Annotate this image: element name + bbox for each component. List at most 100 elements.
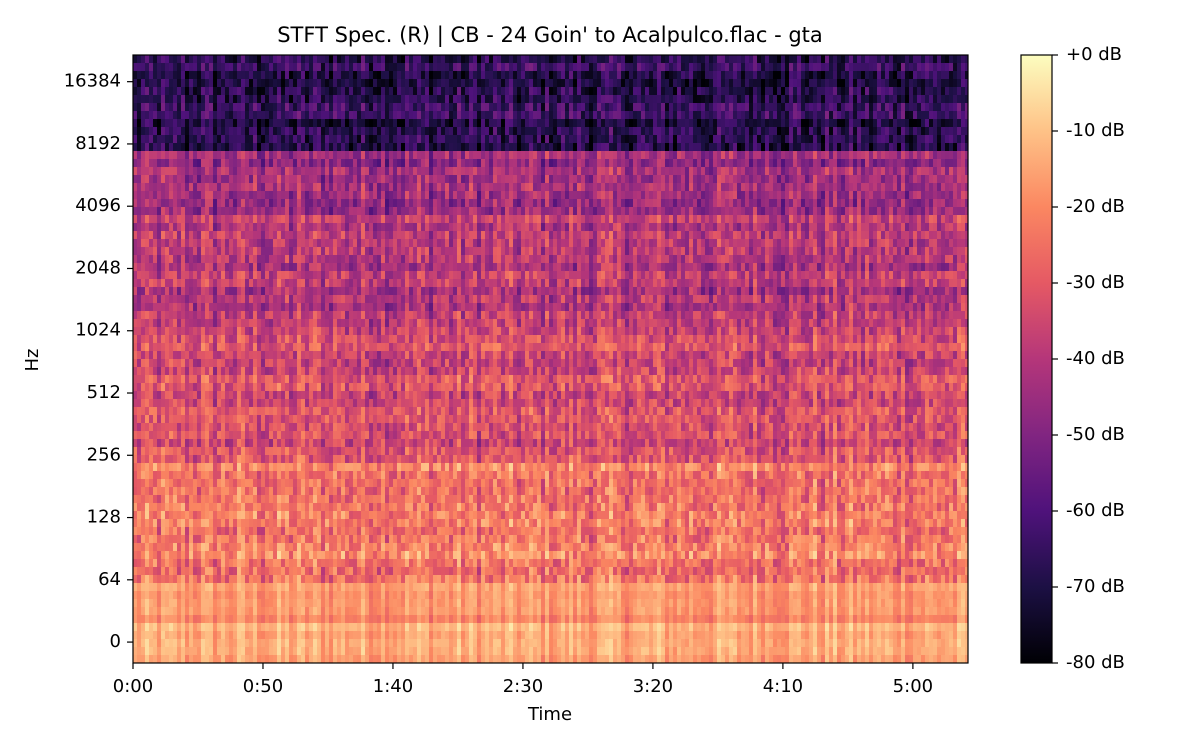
spectrogram-cell	[313, 111, 318, 120]
spectrogram-cell	[889, 239, 894, 248]
spectrogram-cell	[529, 87, 534, 96]
spectrogram-cell	[477, 135, 482, 144]
spectrogram-cell	[581, 143, 586, 152]
spectrogram-cell	[401, 143, 406, 152]
spectrogram-cell	[301, 167, 306, 176]
spectrogram-cell	[145, 63, 150, 72]
spectrogram-cell	[373, 239, 378, 248]
spectrogram-cell	[845, 183, 850, 192]
spectrogram-cell	[265, 223, 270, 232]
spectrogram-cell	[657, 71, 662, 80]
spectrogram-cell	[145, 199, 150, 208]
spectrogram-cell	[625, 79, 630, 88]
spectrogram-cell	[293, 135, 298, 144]
spectrogram-cell	[933, 143, 938, 152]
spectrogram-cell	[533, 191, 538, 200]
spectrogram-cell	[585, 199, 590, 208]
spectrogram-cell	[737, 231, 742, 240]
spectrogram-cell	[329, 231, 334, 240]
spectrogram-cell	[701, 183, 706, 192]
spectrogram-cell	[397, 215, 402, 224]
spectrogram-cell	[677, 71, 682, 80]
spectrogram-cell	[841, 159, 846, 168]
spectrogram-cell	[189, 239, 194, 248]
spectrogram-cell	[477, 191, 482, 200]
spectrogram-cell	[345, 167, 350, 176]
spectrogram-cell	[449, 159, 454, 168]
spectrogram-cell	[601, 199, 606, 208]
spectrogram-cell	[329, 167, 334, 176]
spectrogram-cell	[453, 159, 458, 168]
spectrogram-cell	[913, 71, 918, 80]
spectrogram-cell	[885, 231, 890, 240]
spectrogram-cell	[321, 167, 326, 176]
spectrogram-cell	[645, 175, 650, 184]
spectrogram-cell	[433, 231, 438, 240]
spectrogram-cell	[753, 95, 758, 104]
spectrogram-cell	[913, 191, 918, 200]
spectrogram-cell	[961, 183, 966, 192]
spectrogram-cell	[569, 191, 574, 200]
spectrogram-cell	[785, 159, 790, 168]
spectrogram-cell	[393, 207, 398, 216]
spectrogram-cell	[553, 199, 558, 208]
spectrogram-cell	[273, 135, 278, 144]
spectrogram-cell	[853, 215, 858, 224]
spectrogram-cell	[833, 87, 838, 96]
spectrogram-cell	[685, 207, 690, 216]
spectrogram-cell	[561, 135, 566, 144]
spectrogram-cell	[373, 215, 378, 224]
spectrogram-cell	[353, 175, 358, 184]
spectrogram-cell	[253, 71, 258, 80]
spectrogram-cell	[337, 239, 342, 248]
spectrogram-cell	[901, 135, 906, 144]
spectrogram-cell	[477, 143, 482, 152]
spectrogram-cell	[205, 111, 210, 120]
spectrogram-cell	[357, 135, 362, 144]
spectrogram-cell	[569, 215, 574, 224]
spectrogram-cell	[413, 95, 418, 104]
spectrogram-cell	[557, 183, 562, 192]
spectrogram-cell	[961, 95, 966, 104]
spectrogram-cell	[589, 71, 594, 80]
spectrogram-cell	[281, 63, 286, 72]
spectrogram-cell	[905, 199, 910, 208]
spectrogram-cell	[225, 79, 230, 88]
spectrogram-cell	[733, 151, 738, 160]
spectrogram-cell	[317, 231, 322, 240]
spectrogram-cell	[537, 175, 542, 184]
spectrogram-cell	[273, 167, 278, 176]
spectrogram-cell	[301, 87, 306, 96]
spectrogram-cell	[149, 167, 154, 176]
spectrogram-cell	[305, 151, 310, 160]
spectrogram-cell	[585, 127, 590, 136]
spectrogram-cell	[273, 79, 278, 88]
spectrogram-cell	[417, 239, 422, 248]
spectrogram-cell	[509, 223, 514, 232]
spectrogram-cell	[665, 87, 670, 96]
spectrogram-cell	[357, 95, 362, 104]
spectrogram-cell	[409, 95, 414, 104]
spectrogram-cell	[305, 207, 310, 216]
spectrogram-cell	[761, 223, 766, 232]
spectrogram-cell	[861, 95, 866, 104]
spectrogram-cell	[153, 71, 158, 80]
spectrogram-cell	[397, 135, 402, 144]
spectrogram-cell	[689, 215, 694, 224]
spectrogram-cell	[897, 103, 902, 112]
spectrogram-cell	[861, 223, 866, 232]
spectrogram-cell	[321, 55, 326, 64]
spectrogram-cell	[521, 223, 526, 232]
spectrogram-cell	[881, 119, 886, 128]
spectrogram-cell	[641, 55, 646, 64]
spectrogram-cell	[877, 175, 882, 184]
spectrogram-cell	[469, 127, 474, 136]
spectrogram-cell	[545, 143, 550, 152]
spectrogram-cell	[433, 167, 438, 176]
spectrogram-cell	[705, 239, 710, 248]
spectrogram-cell	[289, 63, 294, 72]
spectrogram-cell	[633, 223, 638, 232]
spectrogram-cell	[705, 127, 710, 136]
spectrogram-cell	[613, 199, 618, 208]
spectrogram-cell	[421, 103, 426, 112]
